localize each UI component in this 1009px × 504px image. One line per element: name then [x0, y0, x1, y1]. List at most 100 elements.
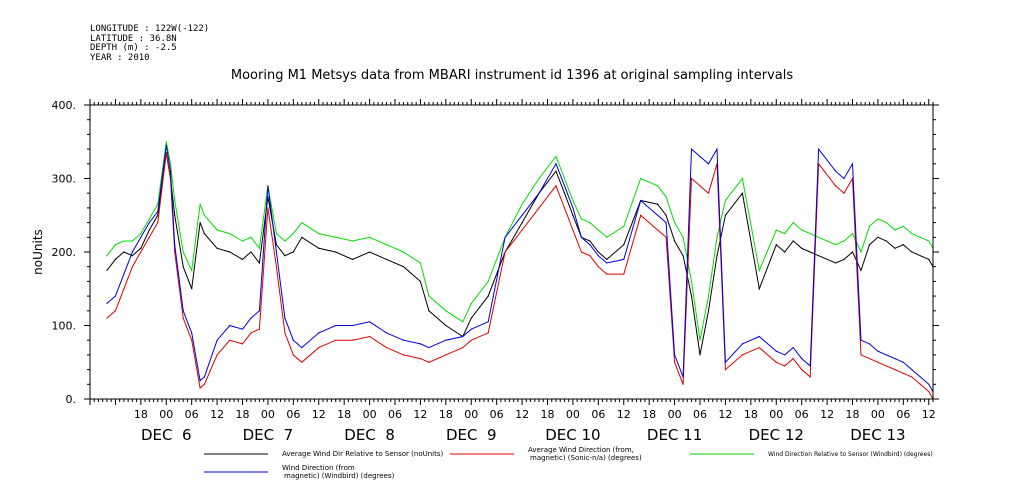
- data-point: [699, 185, 701, 187]
- data-point: [203, 214, 205, 216]
- data-point: [487, 295, 489, 297]
- series-line-2: [106, 141, 934, 341]
- data-point: [877, 361, 879, 363]
- data-point: [758, 335, 760, 338]
- data-point: [123, 251, 125, 253]
- data-point: [174, 251, 176, 253]
- data-point: [114, 244, 117, 246]
- data-point: [114, 258, 117, 260]
- y-tick-label: 0.: [66, 393, 77, 406]
- data-point: [919, 376, 921, 378]
- data-point: [504, 236, 506, 238]
- plot-frame: [89, 104, 934, 400]
- data-point: [775, 350, 777, 352]
- data-point: [555, 163, 557, 165]
- data-point: [834, 244, 837, 246]
- data-point: [275, 251, 277, 253]
- data-point: [597, 266, 599, 268]
- data-point: [470, 302, 472, 305]
- data-point: [538, 177, 540, 180]
- data-point: [589, 255, 591, 257]
- data-point: [580, 251, 582, 253]
- data-point: [148, 222, 150, 224]
- data-point: [911, 233, 913, 235]
- data-point: [250, 332, 252, 334]
- x-tick-label: 18: [337, 408, 351, 421]
- data-point: [716, 148, 718, 150]
- x-tick-label: 12: [922, 408, 936, 421]
- meta-year: YEAR : 2010: [90, 53, 150, 63]
- data-point: [690, 280, 693, 282]
- data-point: [860, 354, 862, 356]
- data-point: [860, 251, 862, 253]
- data-point: [157, 203, 159, 205]
- data-point: [572, 207, 574, 209]
- data-point: [843, 192, 845, 194]
- data-point: [563, 185, 566, 187]
- data-point: [292, 339, 294, 341]
- data-point: [741, 192, 743, 194]
- data-point: [114, 295, 117, 297]
- series-line-1: [106, 152, 934, 400]
- data-point: [470, 317, 472, 319]
- data-point: [191, 339, 193, 341]
- data-point: [885, 222, 888, 224]
- data-point: [131, 240, 133, 242]
- data-point: [157, 214, 159, 216]
- data-point: [682, 376, 684, 378]
- data-point: [707, 192, 710, 194]
- data-point: [292, 251, 294, 253]
- data-point: [148, 236, 150, 238]
- data-point: [673, 354, 676, 356]
- data-point: [606, 262, 608, 264]
- data-point: [843, 258, 845, 260]
- data-point: [470, 328, 472, 330]
- data-point: [402, 266, 405, 268]
- x-tick-label: 06: [795, 408, 809, 421]
- data-point: [241, 240, 244, 242]
- data-point: [809, 233, 811, 235]
- data-point: [758, 269, 760, 271]
- data-point: [199, 387, 201, 389]
- data-point: [707, 163, 710, 165]
- data-point: [250, 317, 252, 319]
- data-point: [419, 280, 422, 282]
- data-point: [597, 229, 599, 231]
- day-label: DEC 13: [850, 426, 905, 444]
- data-point: [385, 346, 388, 349]
- x-tick-label: 18: [134, 408, 148, 421]
- data-point: [174, 244, 176, 246]
- data-point: [911, 369, 913, 371]
- data-point: [352, 324, 354, 327]
- data-point: [724, 369, 727, 371]
- data-point: [707, 310, 710, 312]
- data-point: [148, 229, 150, 231]
- data-point: [792, 346, 794, 349]
- data-point: [665, 236, 667, 238]
- data-point: [894, 229, 896, 231]
- data-point: [784, 233, 786, 235]
- data-point: [428, 346, 430, 349]
- data-point: [258, 328, 261, 330]
- data-point: [385, 244, 388, 246]
- data-point: [521, 214, 523, 216]
- data-point: [919, 383, 921, 385]
- data-point: [140, 251, 142, 253]
- y-tick-label: 400.: [52, 99, 77, 112]
- data-point: [229, 233, 231, 235]
- data-point: [229, 324, 231, 327]
- data-point: [665, 214, 667, 216]
- chart-title: Mooring M1 Metsys data from MBARI instru…: [231, 68, 793, 83]
- data-point: [657, 185, 659, 187]
- data-point: [106, 255, 108, 257]
- data-point: [419, 357, 422, 360]
- data-point: [563, 207, 566, 209]
- data-point: [902, 361, 904, 363]
- data-point: [868, 244, 871, 246]
- data-point: [318, 346, 320, 349]
- data-point: [169, 170, 172, 172]
- data-point: [775, 361, 777, 363]
- data-point: [623, 244, 625, 246]
- data-point: [301, 222, 303, 224]
